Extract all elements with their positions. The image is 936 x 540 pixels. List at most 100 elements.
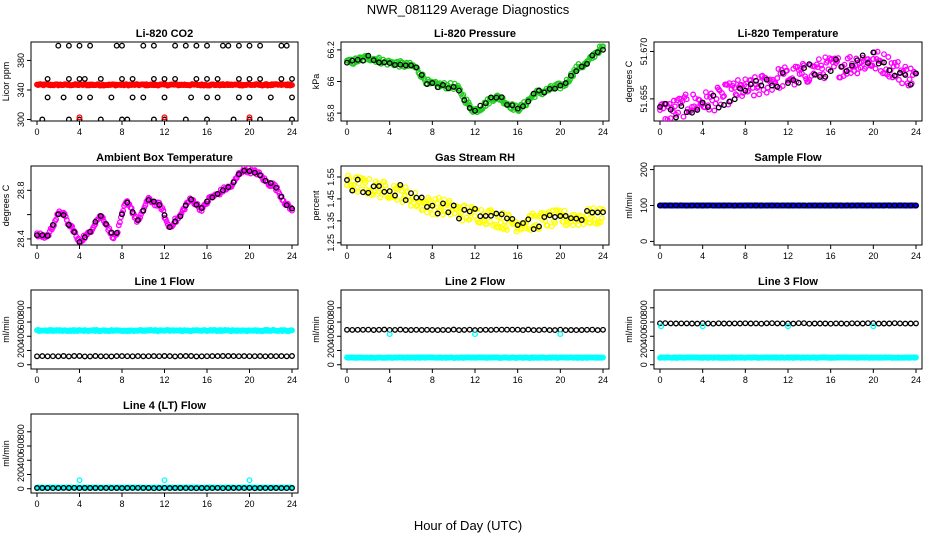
data-point [230,485,237,491]
data-point [753,202,759,209]
data-point [44,485,51,491]
data-point [886,320,893,327]
data-point [39,232,46,239]
data-point [289,205,295,212]
data-point [721,93,727,100]
data-point [902,71,909,78]
data-point [193,201,200,208]
x-tick-label: 8 [430,251,435,261]
data-point [854,202,861,209]
data-point [124,485,131,491]
data-point [429,202,436,209]
data-point [408,62,414,69]
data-point [466,105,473,111]
data-point [397,184,404,191]
data-point [161,116,168,121]
data-point [289,207,295,214]
data-point [552,85,558,92]
x-tick-label: 8 [119,375,124,385]
data-point [509,102,516,109]
data-point [466,326,473,333]
data-point [589,209,596,216]
data-point [235,42,242,49]
data-point [81,234,88,241]
data-point [477,102,484,109]
data-point [525,98,532,105]
data-point [536,226,542,233]
data-point [172,218,179,225]
data-point [541,214,548,220]
data-point [219,187,226,194]
data-point [573,215,580,222]
x-tick-label: 16 [826,127,836,137]
plot-area [657,320,919,361]
data-point [514,222,521,228]
data-point [811,71,818,78]
data-point [664,116,671,121]
y-tick-label: 100 [639,198,649,213]
data-point [891,72,898,79]
data-point [360,57,366,64]
data-point [402,327,409,333]
data-point [76,353,83,359]
plot-area [34,42,295,121]
series-samples [34,81,295,89]
data-point [402,62,409,69]
data-point [495,224,502,231]
data-point [891,202,898,209]
figure-x-axis-label: Hour of Day (UTC) [413,518,523,533]
data-point [172,353,179,360]
data-point [60,212,67,219]
data-point [573,327,580,334]
data-point [278,485,285,492]
panel-line4: Line 4 (LT) Flow ml/min 0 4 8 12 16 20 24 0 200400… [1,400,299,509]
data-point [214,484,221,491]
series-ref [657,49,919,121]
data-point [754,84,761,91]
data-point [381,179,388,185]
data-point [795,320,802,327]
data-point [584,326,590,333]
data-point [129,75,136,82]
data-point [737,320,743,327]
data-point [827,202,834,209]
data-point [150,75,157,82]
data-point [161,477,168,484]
x-tick-label: 0 [344,251,349,261]
data-point [472,107,478,114]
data-point [726,202,733,209]
data-point [657,202,663,209]
data-point [843,202,850,209]
data-point [381,188,388,195]
x-tick-label: 4 [700,251,705,261]
data-point [344,326,350,333]
data-point [536,87,542,94]
y-tick-label: 340 [16,82,26,97]
data-point [822,202,829,209]
data-point [65,222,72,228]
data-point [65,116,72,121]
data-point [87,42,94,49]
data-point [204,485,210,492]
data-point [44,353,51,360]
data-point [477,213,484,220]
data-point [870,56,877,62]
data-point [827,68,834,75]
data-point [429,326,436,333]
y-tick-label: 0 [16,362,26,367]
data-point [753,77,759,84]
data-point [562,327,569,334]
plot-area [344,172,606,235]
data-point [763,202,770,209]
data-point [246,477,253,484]
data-point [76,75,83,82]
data-point [742,87,749,94]
data-point [246,353,253,360]
data-point [657,103,663,110]
x-tick-label: 20 [244,499,254,509]
data-point [113,42,120,49]
data-point [785,80,791,86]
data-point [854,57,861,64]
data-point [769,82,775,89]
data-point [742,320,749,327]
